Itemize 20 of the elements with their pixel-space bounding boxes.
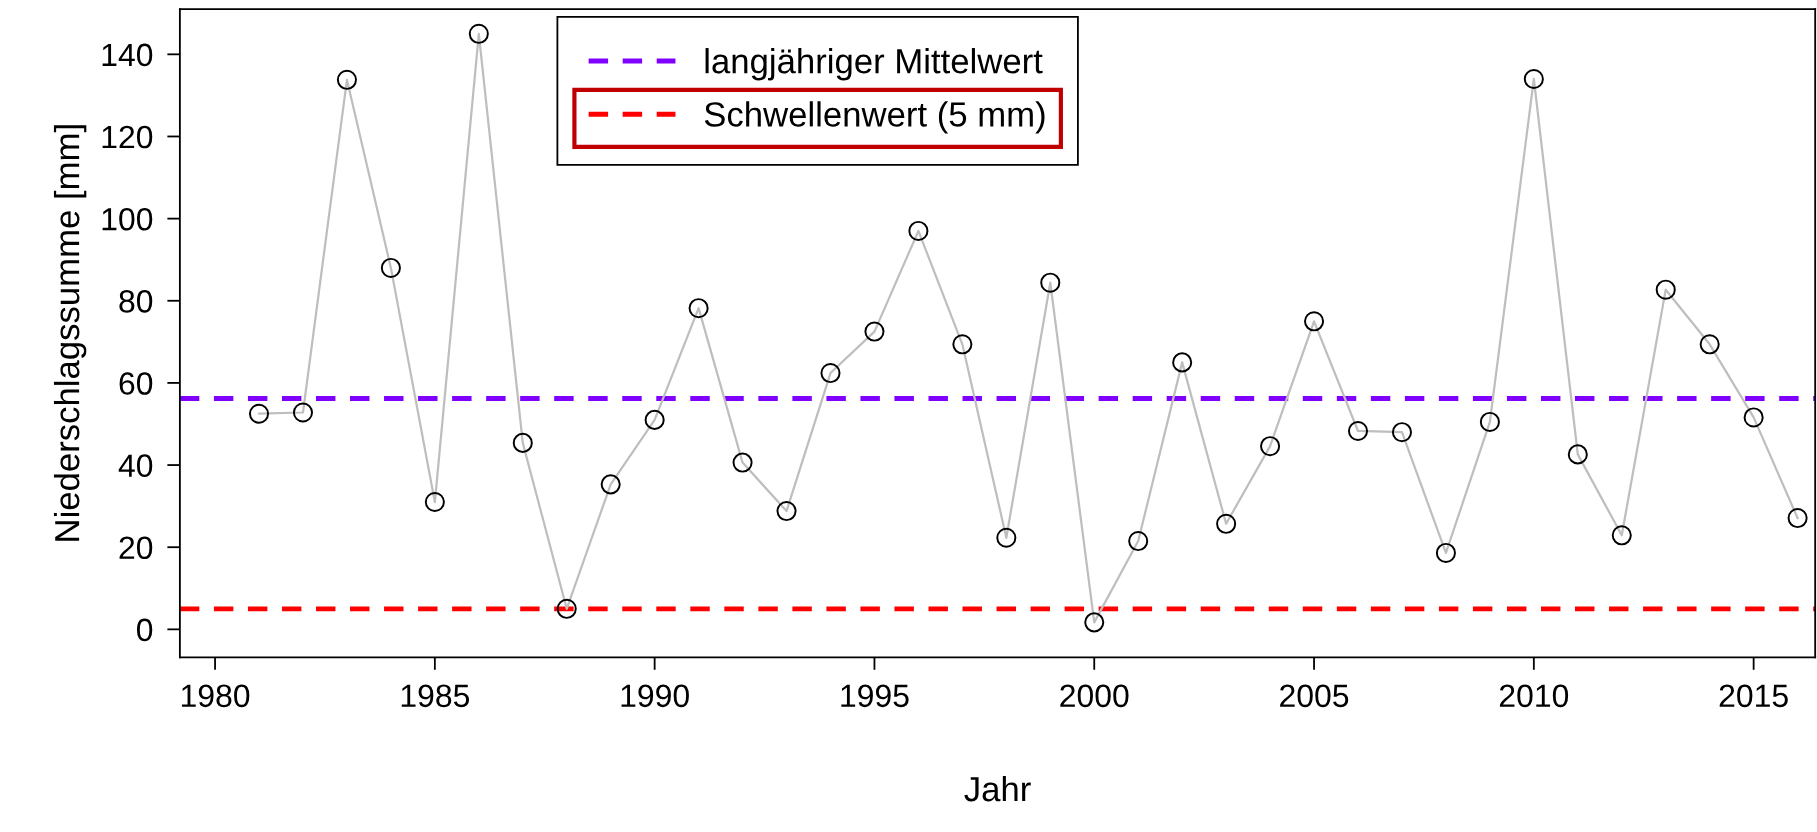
x-tick-label: 2010 (1499, 684, 1569, 708)
x-tick-label: 2015 (1719, 684, 1788, 708)
legend-label: Schwellenwert (5 mm) (704, 101, 1045, 134)
y-tick-label: 0 (136, 618, 153, 642)
x-tick-label: 2005 (1280, 684, 1349, 708)
x-tick-label: 2000 (1060, 684, 1129, 708)
x-axis-title: Jahr (964, 775, 1031, 802)
y-tick-label: 40 (118, 454, 153, 477)
y-axis-title: Niederschlagssumme [mm] (53, 125, 87, 541)
x-tick-label: 1985 (401, 684, 470, 708)
y-tick-label: 100 (102, 207, 153, 231)
x-tick-label: 1995 (841, 684, 909, 708)
y-tick-label: 140 (102, 43, 153, 67)
legend-label: langjähriger Mittelwert (705, 48, 1043, 81)
y-tick-label: 120 (102, 125, 153, 149)
y-tick-label: 60 (119, 372, 153, 395)
x-tick-label: 1990 (621, 684, 689, 708)
y-tick-label: 20 (119, 536, 153, 560)
x-tick-label: 1980 (181, 684, 250, 708)
y-tick-label: 80 (119, 290, 153, 313)
